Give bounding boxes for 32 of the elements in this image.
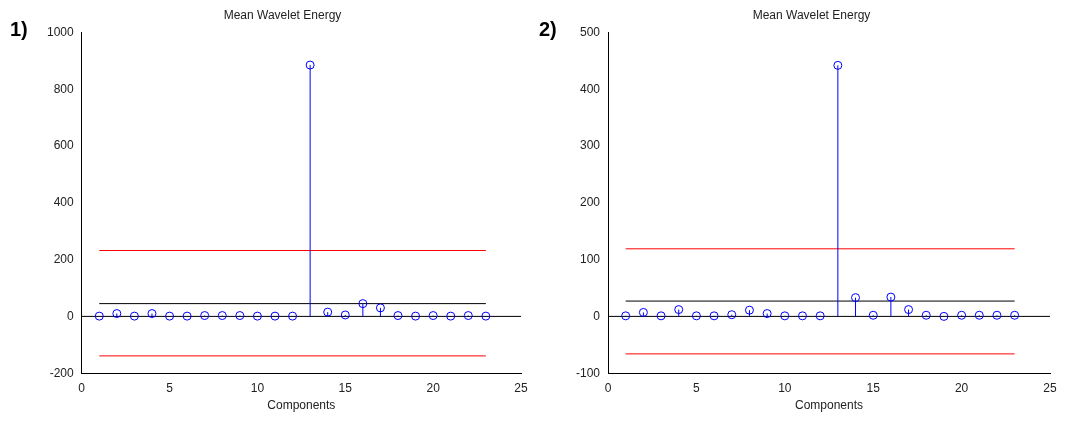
y-tick-label: 0 [67,308,75,323]
y-tick-label: 600 [53,138,75,153]
y-tick-label: 100 [579,251,601,266]
y-tick-label: 400 [53,195,75,210]
y-tick-label: 400 [579,81,601,96]
x-tick-label: 0 [604,380,612,395]
chart-title: Mean Wavelet Energy [223,7,342,22]
y-tick-label: 200 [53,251,75,266]
x-tick-label: 25 [1043,380,1057,395]
x-tick-label: 0 [78,380,86,395]
x-axis-title: Components [267,398,336,413]
x-tick-label: 5 [166,380,174,395]
x-tick-label: 10 [778,380,792,395]
y-tick-label: 200 [579,195,601,210]
y-tick-label: -200 [49,365,75,380]
x-tick-label: 15 [866,380,881,395]
text: 2) [539,18,557,41]
x-tick-label: 25 [514,380,528,395]
x-tick-label: 15 [338,380,353,395]
y-tick-label: 300 [579,138,601,153]
x-tick-label: 5 [693,380,701,395]
x-axis-title: Components [794,398,864,413]
chart-title: Mean Wavelet Energy [752,7,871,22]
y-tick-label: 1000 [46,24,75,39]
y-tick-label: 500 [579,24,601,39]
y-tick-label: 0 [593,308,601,323]
x-tick-label: 20 [954,380,969,395]
y-tick-label: -100 [575,365,601,380]
x-tick-label: 10 [250,380,265,395]
text: 1) [10,18,28,41]
x-tick-label: 20 [426,380,441,395]
y-tick-label: 800 [53,81,75,96]
